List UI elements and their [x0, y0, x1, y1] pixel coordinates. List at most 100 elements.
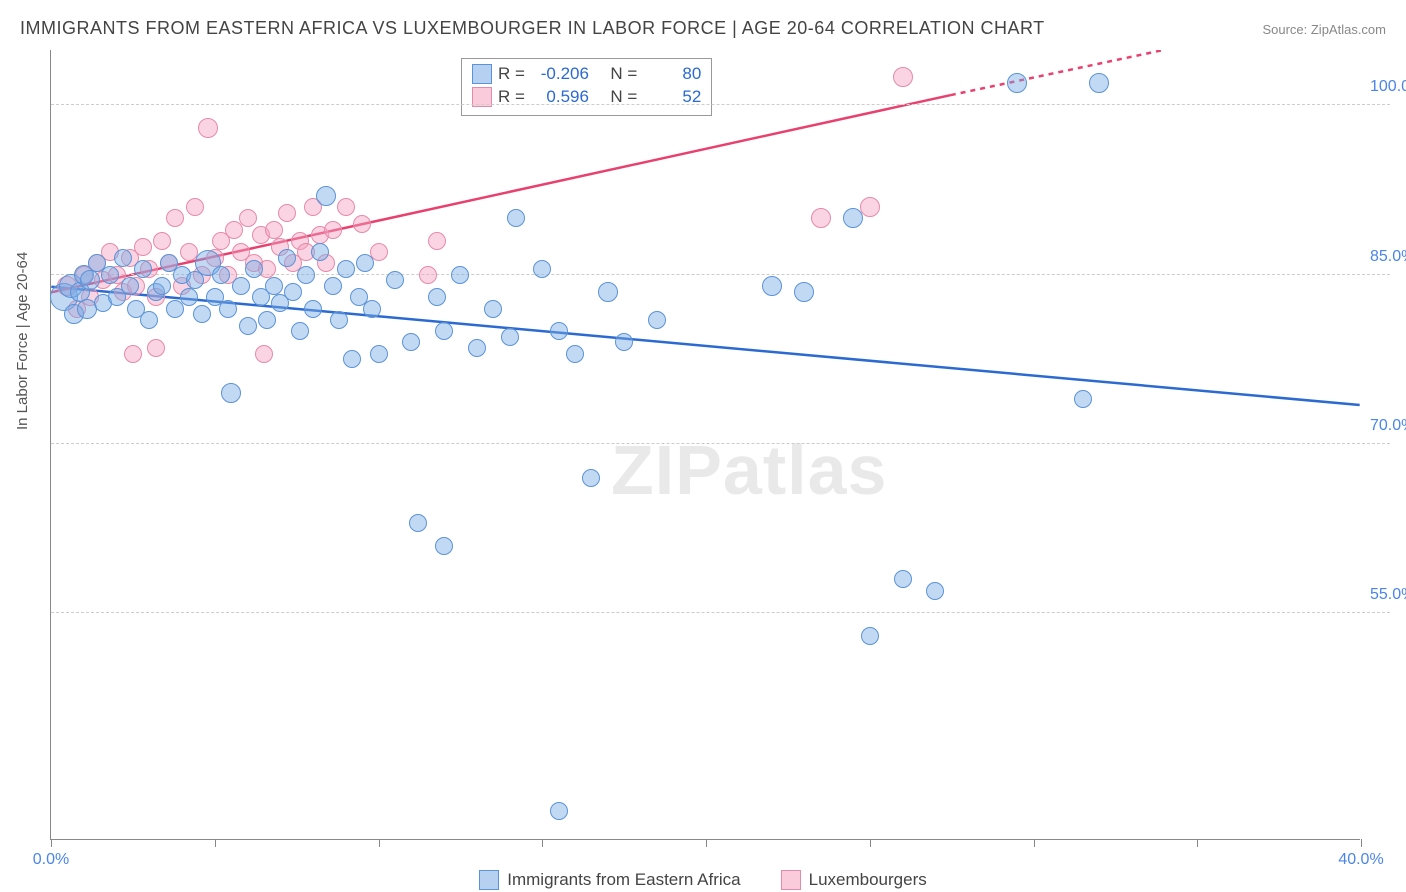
x-tick: [870, 839, 871, 847]
y-tick-label: 70.0%: [1370, 417, 1406, 435]
data-point-blue: [843, 208, 863, 228]
data-point-blue: [101, 266, 119, 284]
data-point-pink: [337, 198, 355, 216]
x-tick: [1197, 839, 1198, 847]
y-tick-label: 100.0%: [1370, 78, 1406, 96]
data-point-pink: [186, 198, 204, 216]
data-point-blue: [428, 288, 446, 306]
x-tick: [542, 839, 543, 847]
data-point-blue: [258, 311, 276, 329]
y-tick-label: 85.0%: [1370, 248, 1406, 266]
data-point-pink: [239, 209, 257, 227]
data-point-blue: [370, 345, 388, 363]
legend-swatch-pink-bottom: [781, 870, 801, 890]
data-point-blue: [114, 249, 132, 267]
data-point-blue: [193, 305, 211, 323]
gridline: [51, 612, 1390, 613]
data-point-pink: [811, 208, 831, 228]
data-point-blue: [278, 249, 296, 267]
data-point-blue: [232, 277, 250, 295]
legend-label-pink: Luxembourgers: [809, 870, 927, 890]
data-point-blue: [80, 270, 100, 290]
data-point-blue: [343, 350, 361, 368]
data-point-blue: [615, 333, 633, 351]
data-point-blue: [134, 260, 152, 278]
x-tick-label: 0.0%: [33, 851, 69, 869]
data-point-blue: [221, 383, 241, 403]
x-tick: [1361, 839, 1362, 847]
source-attribution: Source: ZipAtlas.com: [1262, 22, 1386, 37]
data-point-blue: [451, 266, 469, 284]
legend-swatch-blue-bottom: [479, 870, 499, 890]
data-point-pink: [198, 118, 218, 138]
data-point-blue: [1089, 73, 1109, 93]
data-point-blue: [501, 328, 519, 346]
data-point-blue: [566, 345, 584, 363]
data-point-blue: [1074, 390, 1092, 408]
data-point-blue: [297, 266, 315, 284]
data-point-blue: [356, 254, 374, 272]
data-point-blue: [265, 277, 283, 295]
data-point-blue: [861, 627, 879, 645]
data-point-blue: [1007, 73, 1027, 93]
data-point-blue: [219, 300, 237, 318]
legend-item-blue: Immigrants from Eastern Africa: [479, 870, 740, 890]
data-point-blue: [363, 300, 381, 318]
watermark: ZIPatlas: [611, 430, 887, 510]
data-point-pink: [166, 209, 184, 227]
data-point-blue: [762, 276, 782, 296]
x-tick: [706, 839, 707, 847]
data-point-pink: [324, 221, 342, 239]
data-point-blue: [311, 243, 329, 261]
data-point-blue: [140, 311, 158, 329]
data-point-blue: [121, 277, 139, 295]
data-point-pink: [893, 67, 913, 87]
data-point-blue: [330, 311, 348, 329]
data-point-blue: [386, 271, 404, 289]
legend-swatch-blue: [472, 64, 492, 84]
data-point-blue: [212, 266, 230, 284]
y-tick-label: 55.0%: [1370, 586, 1406, 604]
data-point-blue: [484, 300, 502, 318]
chart-title: IMMIGRANTS FROM EASTERN AFRICA VS LUXEMB…: [20, 18, 1045, 39]
data-point-blue: [894, 570, 912, 588]
data-point-blue: [598, 282, 618, 302]
data-point-blue: [291, 322, 309, 340]
legend-stats-row-blue: R = -0.206 N = 80: [472, 63, 701, 86]
data-point-blue: [245, 260, 263, 278]
x-tick-label: 40.0%: [1338, 851, 1383, 869]
gridline: [51, 443, 1390, 444]
data-point-blue: [180, 288, 198, 306]
legend-stats-box: R = -0.206 N = 80 R = 0.596 N = 52: [461, 58, 712, 116]
data-point-blue: [926, 582, 944, 600]
plot-area: ZIPatlas R = -0.206 N = 80 R = 0.596 N =…: [50, 50, 1360, 840]
data-point-blue: [468, 339, 486, 357]
data-point-blue: [533, 260, 551, 278]
data-point-blue: [435, 537, 453, 555]
data-point-blue: [337, 260, 355, 278]
data-point-blue: [550, 322, 568, 340]
data-point-blue: [794, 282, 814, 302]
x-tick: [1034, 839, 1035, 847]
data-point-blue: [648, 311, 666, 329]
legend-bottom: Immigrants from Eastern Africa Luxembour…: [0, 870, 1406, 890]
data-point-pink: [428, 232, 446, 250]
data-point-pink: [153, 232, 171, 250]
data-point-pink: [147, 339, 165, 357]
x-tick: [51, 839, 52, 847]
data-point-blue: [284, 283, 302, 301]
data-point-pink: [353, 215, 371, 233]
data-point-blue: [402, 333, 420, 351]
data-point-blue: [507, 209, 525, 227]
x-tick: [215, 839, 216, 847]
data-point-blue: [550, 802, 568, 820]
data-point-blue: [435, 322, 453, 340]
data-point-pink: [255, 345, 273, 363]
data-point-blue: [153, 277, 171, 295]
data-point-blue: [316, 186, 336, 206]
data-point-pink: [134, 238, 152, 256]
legend-label-blue: Immigrants from Eastern Africa: [507, 870, 740, 890]
data-point-blue: [582, 469, 600, 487]
data-point-blue: [304, 300, 322, 318]
data-point-pink: [124, 345, 142, 363]
